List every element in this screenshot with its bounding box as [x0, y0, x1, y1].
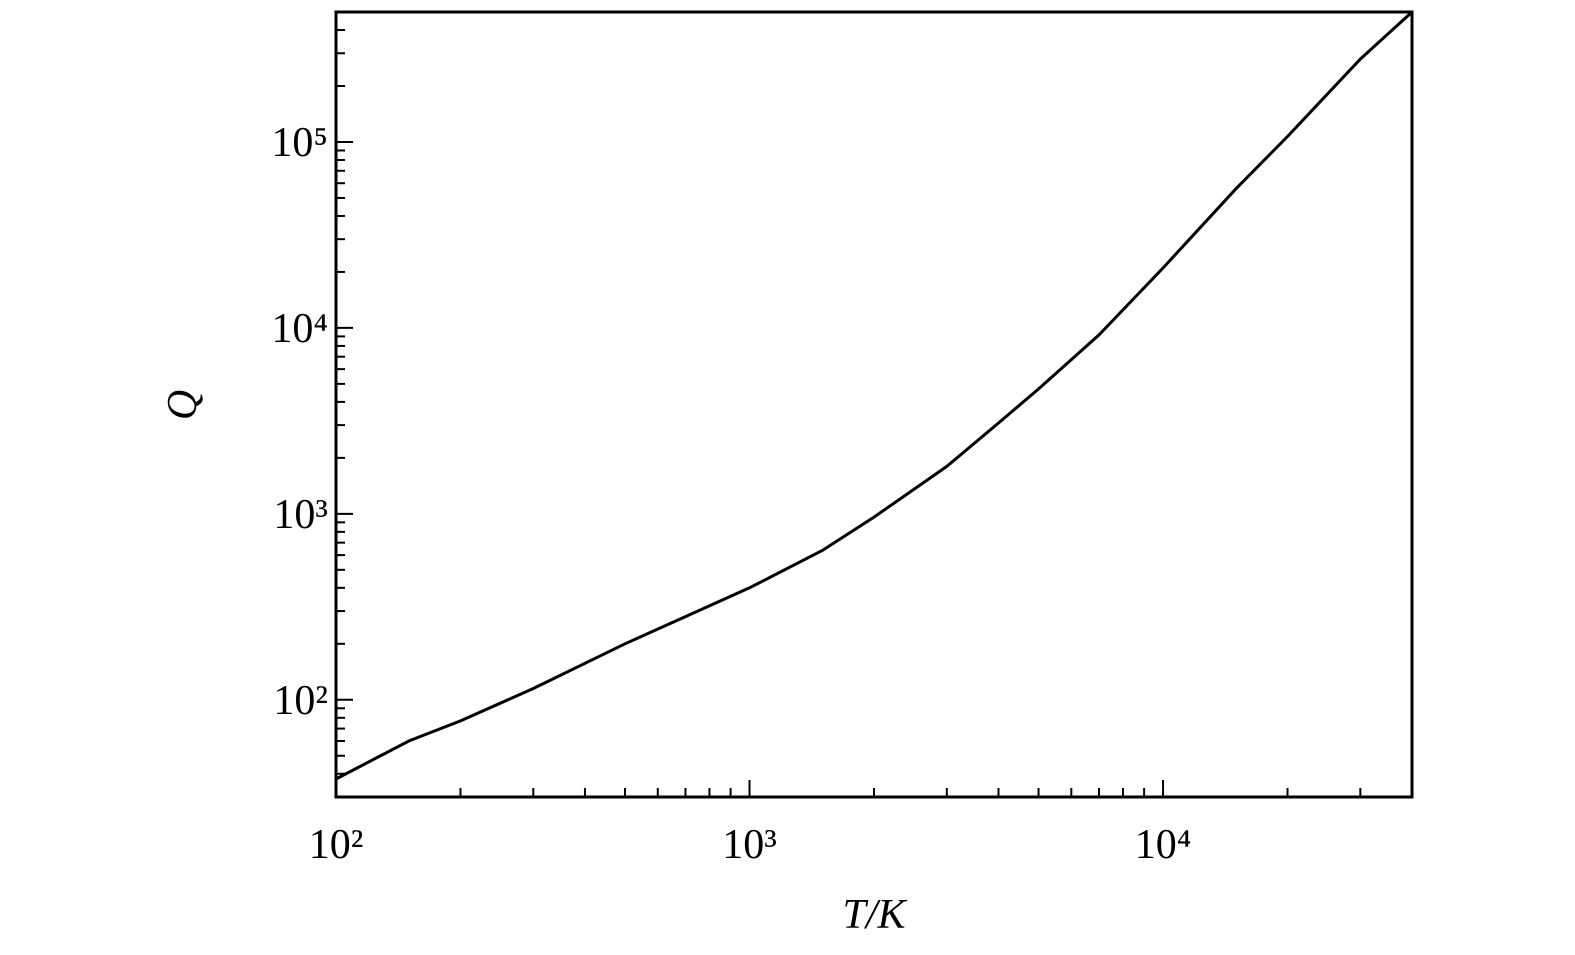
y-tick-label: 10²	[273, 678, 328, 724]
data-line	[335, 10, 1414, 781]
x-tick-label: 10³	[722, 822, 777, 868]
y-tick-label: 10³	[273, 492, 328, 538]
y-axis-label: Q	[160, 390, 206, 420]
x-tick-label: 10⁴	[1135, 822, 1192, 868]
x-axis-label: T/K	[842, 892, 907, 938]
y-tick-label: 10⁴	[271, 306, 328, 352]
y-tick-label: 10⁵	[271, 120, 328, 166]
plot-frame	[334, 10, 1414, 799]
x-tick-label: 10²	[309, 822, 364, 868]
